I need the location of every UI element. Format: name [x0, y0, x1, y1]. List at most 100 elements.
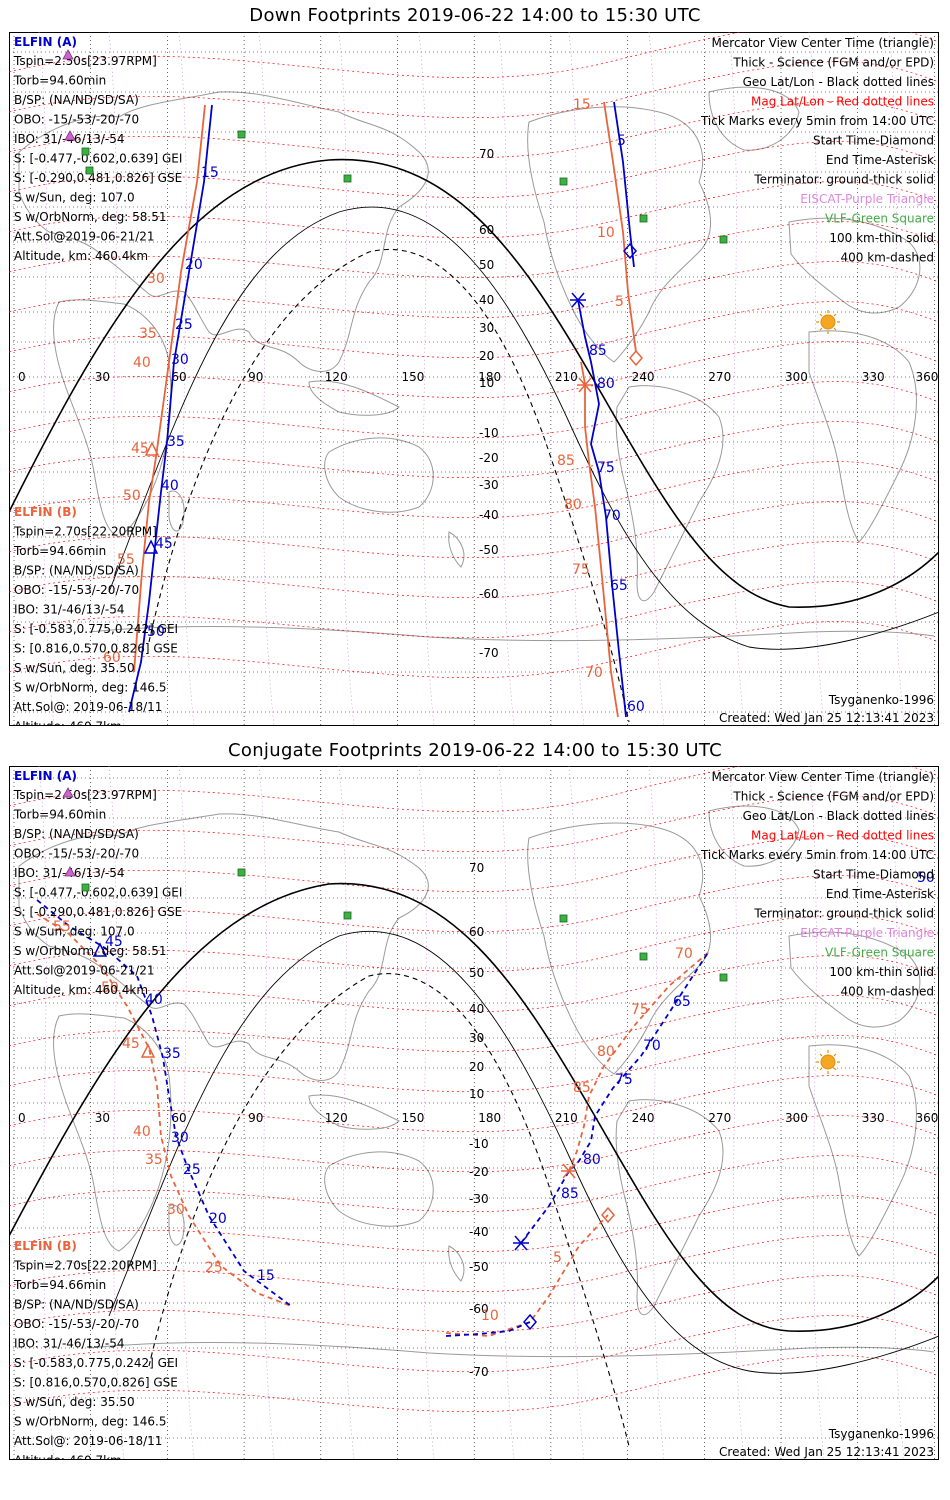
- elfin-b-param: S w/Sun, deg: 35.50: [14, 1395, 135, 1409]
- elfin-a-tick-label: 15: [257, 1268, 275, 1284]
- elfin-b-param: Altitude: 460.7km: [14, 1454, 122, 1461]
- south-america-outline: [615, 385, 724, 602]
- mag-latitude-line: [9, 461, 939, 519]
- europe-outline: [788, 217, 921, 314]
- elfin-b-tick-label: 70: [585, 665, 603, 681]
- latitude-tick-label: -40: [479, 508, 499, 522]
- elfin-b-center-triangle: [144, 441, 160, 456]
- latitude-tick-label: 70: [469, 861, 484, 875]
- elfin-a-param: Torb=94.60min: [13, 808, 106, 822]
- elfin-b-param: S: [-0.583,0.775,0.242] GEI: [14, 622, 178, 636]
- south-america-outline: [615, 1099, 724, 1316]
- mag-latitude-line: [9, 141, 939, 199]
- mag-longitude-line: [808, 32, 825, 726]
- mag-longitude-line: [888, 32, 905, 726]
- elfin-b-param: S w/OrbNorm, deg: 146.5: [14, 681, 166, 695]
- legend-line: 400 km-dashed: [840, 251, 934, 265]
- elfin-a-tick-label: 40: [145, 992, 163, 1008]
- elfin-b-info: ELFIN (B) Tspin=2.70s[22.20RPM] Torb=94.66…: [13, 505, 178, 726]
- elfin-b-param: Att.Sol@: 2019-06-18/11: [14, 700, 162, 714]
- elfin-b-center-triangle: [140, 1043, 156, 1058]
- legend-line: 100 km-thin solid: [829, 231, 934, 245]
- legend-block: Mercator View Center Time (triangle) Thic…: [700, 36, 934, 265]
- elfin-a-tick-label: 50: [917, 870, 935, 886]
- elfin-b-tick-label: 45: [122, 1036, 140, 1052]
- vlf-square: [343, 911, 352, 920]
- mag-latitude-line: [9, 766, 939, 813]
- mag-latitude-line: [9, 1235, 939, 1293]
- legend-line: Tick Marks every 5min from 14:00 UTC: [700, 848, 934, 862]
- mag-longitude-line: [648, 32, 665, 726]
- mag-longitude-line: [728, 766, 745, 1460]
- longitude-tick-label: 210: [555, 1111, 578, 1125]
- elfin-b-param: B/SP: (NA/ND/SD/SA): [14, 1298, 139, 1312]
- latitude-tick-label: 10: [469, 1087, 484, 1101]
- longitude-tick-label: 30: [95, 1111, 110, 1125]
- latitude-tick-label: 50: [479, 258, 494, 272]
- elfin-b-param: IBO: 31/-46/13/-54: [14, 603, 125, 617]
- panel-title-down: Down Footprints 2019-06-22 14:00 to 15:3…: [249, 5, 701, 26]
- longitude-tick-label: 360: [915, 1111, 938, 1125]
- legend-line: 400 km-dashed: [840, 985, 934, 999]
- elfin-a-tick-label: 80: [583, 1152, 601, 1168]
- vlf-square: [639, 214, 648, 223]
- longitude-tick-label: 360: [915, 370, 938, 384]
- elfin-b-tick-label: 50: [101, 980, 119, 996]
- elfin-a-tick-label: 30: [171, 1130, 189, 1146]
- mag-latitude-line: [9, 1355, 939, 1413]
- mag-longitude-line: [498, 766, 515, 1460]
- elfin-b-param: OBO: -15/-53/-20/-70: [14, 583, 139, 597]
- longitude-tick-label: 150: [402, 1111, 425, 1125]
- latitude-tick-label: -70: [479, 646, 499, 660]
- elfin-b-tick-label: 80: [564, 497, 582, 513]
- elfin-b-end-asterisk: [577, 377, 593, 393]
- legend-line: EISCAT-Purple Triangle: [800, 926, 934, 940]
- latitude-tick-label: 30: [469, 1031, 484, 1045]
- elfin-b-param: S: [0.816,0.570,0.826] GSE: [14, 642, 178, 656]
- vlf-square: [237, 868, 246, 877]
- elfin-b-start-diamond: [629, 349, 643, 367]
- terminator-400km: [148, 249, 630, 723]
- elfin-a-param: Att.Sol@2019-06-21/21: [14, 230, 155, 244]
- elfin-a-param: Att.Sol@2019-06-21/21: [14, 964, 155, 978]
- mag-longitude-line: [108, 766, 125, 1460]
- mag-latitude-line: [9, 1195, 939, 1253]
- elfin-a-param: S w/OrbNorm, deg: 58.51: [14, 944, 166, 958]
- elfin-b-param: Altitude: 460.7km: [14, 720, 122, 727]
- longitude-tick-label: 120: [325, 370, 348, 384]
- footprint-tracks: [36, 899, 710, 1337]
- latitude-tick-label: -10: [469, 1137, 489, 1151]
- vlf-square: [559, 914, 568, 923]
- elfin-a-start-diamond: [623, 242, 637, 260]
- mag-latitude-line: [9, 32, 939, 79]
- longitude-tick-label: 300: [785, 370, 808, 384]
- legend-line: Start Time-Diamond: [813, 134, 934, 148]
- mag-longitude-line: [888, 766, 905, 1460]
- elfin-b-track: [580, 361, 619, 718]
- mag-latitude-line: [9, 995, 939, 1053]
- vlf-square: [237, 130, 246, 139]
- elfin-b-track: [603, 101, 637, 353]
- mag-latitude-line: [9, 221, 939, 279]
- legend-line: Geo Lat/Lon - Black dotted lines: [743, 75, 934, 89]
- latitude-tick-label: -20: [479, 451, 499, 465]
- elfin-b-tick-label: 30: [167, 1202, 185, 1218]
- map-panel-conjugate: 0 30 60 90 120 150 180 210 240 270 300 330 360 70 60 5…: [9, 766, 939, 1460]
- africa-outline: [53, 1013, 172, 1252]
- elfin-a-track: [445, 1321, 531, 1337]
- latitude-tick-label: 30: [479, 321, 494, 335]
- elfin-b-tick-label: 55: [53, 919, 71, 935]
- vlf-square: [81, 147, 90, 156]
- mag-latitude-line: [9, 835, 939, 893]
- mag-latitude-line: [9, 101, 939, 159]
- elfin-a-param: Torb=94.60min: [13, 74, 106, 88]
- legend-line: EISCAT-Purple Triangle: [800, 192, 934, 206]
- elfin-b-tick-label: 85: [557, 453, 575, 469]
- legend-line: Terminator: ground-thick solid: [753, 173, 934, 187]
- panel-title-conjugate: Conjugate Footprints 2019-06-22 14:00 to…: [228, 740, 722, 761]
- elfin-b-track: [568, 951, 710, 1172]
- legend-line: Mercator View Center Time (triangle): [712, 770, 934, 784]
- elfin-a-tick-label: 25: [183, 1162, 201, 1178]
- elfin-a-param: S: [-0.477,-0.602,0.639] GEI: [14, 152, 182, 166]
- mag-longitude-line: [258, 32, 275, 726]
